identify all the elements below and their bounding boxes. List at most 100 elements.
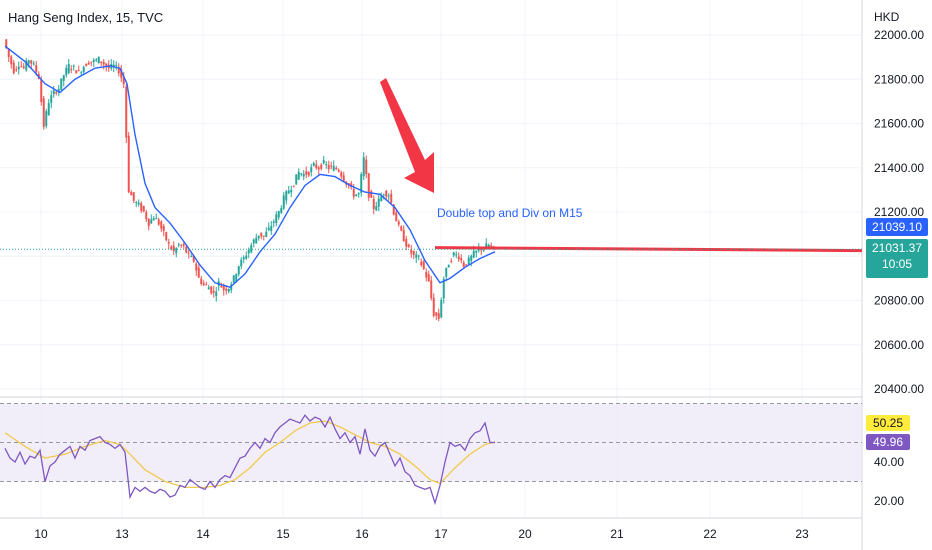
candle-body <box>57 88 60 93</box>
candle-body <box>357 193 360 195</box>
candle-body <box>165 232 168 241</box>
candle-body <box>130 191 133 196</box>
candle-body <box>152 218 155 221</box>
candle-body <box>15 69 18 71</box>
candle-body <box>55 92 58 94</box>
candle-body <box>455 254 458 256</box>
rsi-panel <box>0 403 862 506</box>
candle-body <box>410 249 413 254</box>
candle-body <box>342 175 345 182</box>
moving-average-series <box>4 45 496 289</box>
price-axis-label: 20600.00 <box>874 338 924 352</box>
time-axis-label: 17 <box>434 527 448 541</box>
candle-body <box>367 173 370 198</box>
candle-body <box>362 157 365 177</box>
candle-body <box>295 174 298 185</box>
candle-body <box>327 165 330 170</box>
candle-body <box>430 280 433 299</box>
candle-body <box>92 59 95 62</box>
candle-body <box>355 194 358 196</box>
candle-body <box>370 191 373 198</box>
candle-body <box>272 221 275 223</box>
candle-body <box>247 250 250 254</box>
rsi-signal-tag: 50.25 <box>866 415 910 431</box>
candle-body <box>205 284 208 286</box>
candle-body <box>270 226 273 232</box>
candle-body <box>260 232 263 237</box>
candle-body <box>70 69 73 71</box>
annotation-label: Double top and Div on M15 <box>437 206 583 220</box>
candle-body <box>400 226 403 231</box>
candle-body <box>182 244 185 246</box>
candle-body <box>352 188 355 197</box>
candle-body <box>490 245 493 247</box>
candle-body <box>147 218 150 227</box>
candle-body <box>222 285 225 291</box>
candle-body <box>252 239 255 244</box>
currency-label: HKD <box>874 10 900 24</box>
candle-body <box>45 111 48 127</box>
candle-body <box>457 256 460 260</box>
candle-body <box>307 171 310 176</box>
candle-body <box>42 98 45 127</box>
time-axis-label: 15 <box>276 527 290 541</box>
candle-body <box>440 299 443 318</box>
candle-body <box>480 249 483 251</box>
price-axis-label: 22000.00 <box>874 28 924 42</box>
candle-body <box>10 56 13 65</box>
time-axis-label: 20 <box>518 527 532 541</box>
resistance-price-tag: 21039.10 <box>866 218 928 236</box>
candle-body <box>180 244 183 246</box>
candle-body <box>280 208 283 213</box>
candle-body <box>385 190 388 197</box>
candle-body <box>240 259 243 267</box>
candle-body <box>442 278 445 299</box>
candle-body <box>157 219 160 225</box>
candle-body <box>105 63 108 67</box>
candle-body <box>140 203 143 211</box>
candle-body <box>27 60 30 64</box>
candle-body <box>97 56 100 64</box>
candle-body <box>475 250 478 253</box>
candle-body <box>60 78 63 90</box>
time-axis-label: 10 <box>34 527 48 541</box>
candle-body <box>262 235 265 237</box>
candle-body <box>275 214 278 224</box>
candle-body <box>235 274 238 282</box>
candle-body <box>412 250 415 255</box>
candle-body <box>160 221 163 229</box>
candle-body <box>282 195 285 209</box>
candle-body <box>407 244 410 247</box>
candle-body <box>215 291 218 297</box>
candle-body <box>72 65 75 67</box>
candle-body <box>150 219 153 224</box>
candle-body <box>137 202 140 205</box>
candle-body <box>190 256 193 258</box>
candle-body <box>267 227 270 230</box>
candle-body <box>65 67 68 76</box>
candle-body <box>305 171 308 175</box>
candle-body <box>250 245 253 253</box>
price-axis-label: 20400.00 <box>874 382 924 396</box>
time-axis-label: 22 <box>703 527 717 541</box>
candle-body <box>162 226 165 232</box>
price-axis-label: 21600.00 <box>874 117 924 131</box>
candle-body <box>382 194 385 196</box>
candle-body <box>32 63 35 65</box>
candle-body <box>82 66 85 73</box>
candle-body <box>322 160 325 164</box>
candle-body <box>472 250 475 258</box>
candle-body <box>405 239 408 247</box>
candle-body <box>277 211 280 218</box>
time-axis-label: 21 <box>610 527 624 541</box>
candle-body <box>372 199 375 210</box>
candle-body <box>30 60 33 64</box>
candle-body <box>420 261 423 266</box>
price-axis-label: 21400.00 <box>874 161 924 175</box>
price-axis-label: 21200.00 <box>874 205 924 219</box>
candle-body <box>145 212 148 220</box>
candle-body <box>77 70 80 72</box>
candle-body <box>52 90 55 95</box>
candle-body <box>167 242 170 244</box>
